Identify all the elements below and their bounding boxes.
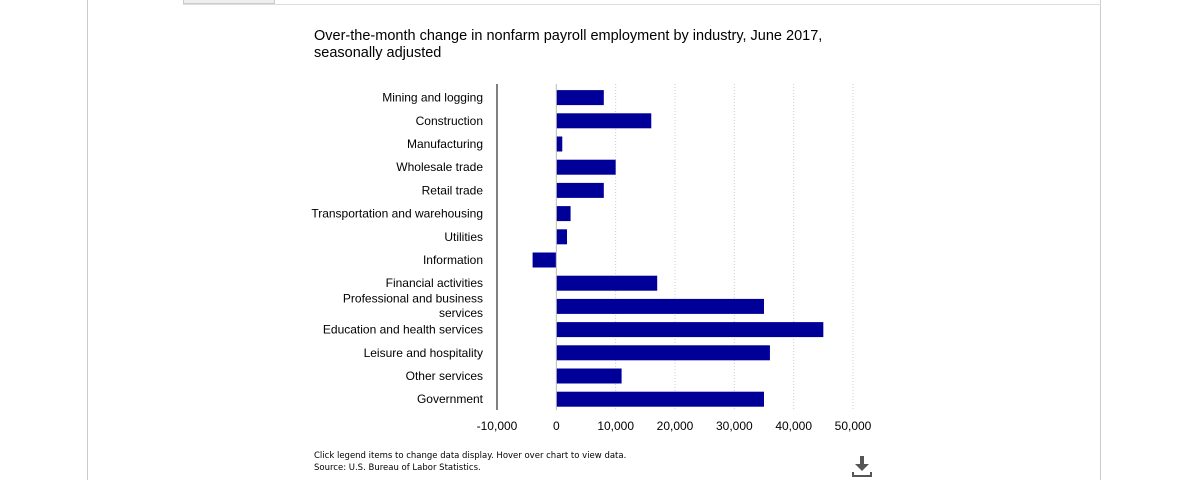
- category-label-line: Construction: [416, 114, 483, 128]
- category-label-line: Mining and logging: [382, 91, 483, 105]
- bar[interactable]: [556, 368, 622, 384]
- category-label-line: Government: [417, 392, 484, 406]
- bar[interactable]: [556, 159, 616, 175]
- category-label: Transportation and warehousing: [311, 207, 483, 221]
- x-tick-label: 40,000: [775, 419, 812, 433]
- bar[interactable]: [532, 252, 557, 268]
- bar[interactable]: [556, 391, 764, 407]
- x-tick-label: 20,000: [657, 419, 694, 433]
- panel-top-border: [183, 4, 1101, 5]
- bar[interactable]: [556, 229, 568, 245]
- category-label-line: Professional and business: [343, 291, 483, 305]
- category-label: Manufacturing: [407, 137, 483, 151]
- bar[interactable]: [556, 136, 563, 152]
- download-button[interactable]: [850, 453, 874, 477]
- category-label: Utilities: [444, 230, 483, 244]
- download-icon: [852, 456, 872, 477]
- footer-source: Source: U.S. Bureau of Labor Statistics.: [314, 463, 481, 473]
- bar[interactable]: [556, 206, 571, 222]
- category-label-line: Education and health services: [323, 323, 483, 337]
- category-label: Retail trade: [422, 183, 484, 197]
- tab-stub[interactable]: [183, 0, 275, 4]
- category-label: Leisure and hospitality: [364, 346, 483, 360]
- category-label: Mining and logging: [382, 91, 483, 105]
- category-label-line: Retail trade: [422, 183, 484, 197]
- category-label: Professional and business services: [343, 291, 483, 320]
- category-label: Information: [423, 253, 483, 267]
- bar[interactable]: [556, 322, 824, 338]
- category-label-line: Transportation and warehousing: [311, 207, 483, 221]
- left-border: [87, 0, 88, 480]
- bar[interactable]: [556, 90, 604, 106]
- category-label: Wholesale trade: [396, 160, 483, 174]
- x-tick-label: 10,000: [597, 419, 634, 433]
- category-label-line: Leisure and hospitality: [364, 346, 483, 360]
- category-label-line: Information: [423, 253, 483, 267]
- footer-instructions: Click legend items to change data displa…: [314, 451, 627, 461]
- right-border: [1100, 0, 1101, 480]
- category-label: Government: [417, 392, 484, 406]
- x-tick-label: 50,000: [835, 419, 872, 433]
- category-label-line: Wholesale trade: [396, 160, 483, 174]
- bar[interactable]: [556, 113, 652, 129]
- category-label: Other services: [406, 369, 483, 383]
- bar[interactable]: [556, 298, 764, 314]
- chart-title: Over-the-month change in nonfarm payroll…: [314, 28, 823, 61]
- x-tick-label: 0: [553, 419, 560, 433]
- chart-footer: Click legend items to change data displa…: [314, 450, 626, 474]
- category-label-line: services: [439, 306, 483, 320]
- category-label-line: Utilities: [444, 230, 483, 244]
- category-label: Construction: [416, 114, 483, 128]
- category-label-line: Other services: [406, 369, 483, 383]
- bar[interactable]: [556, 182, 604, 198]
- category-label: Education and health services: [323, 323, 483, 337]
- x-tick-label: 30,000: [716, 419, 753, 433]
- category-label: Financial activities: [386, 276, 483, 290]
- bar[interactable]: [556, 275, 658, 291]
- category-label-line: Manufacturing: [407, 137, 483, 151]
- category-label-line: Financial activities: [386, 276, 483, 290]
- bar[interactable]: [556, 345, 770, 361]
- x-tick-label: -10,000: [477, 419, 518, 433]
